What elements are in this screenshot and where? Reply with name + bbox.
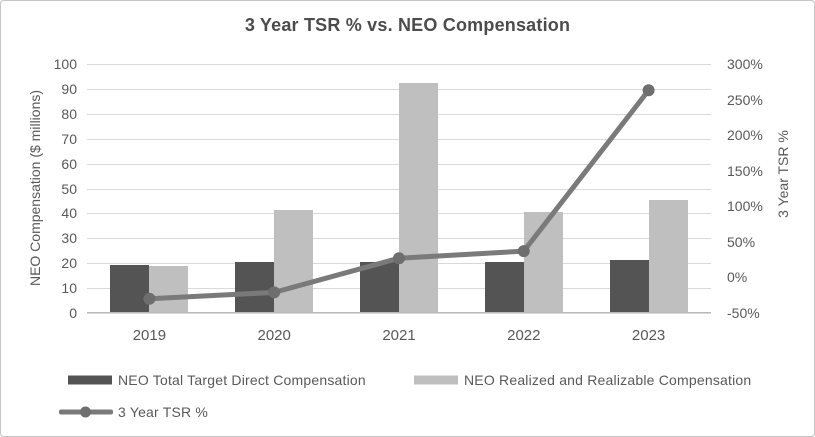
right-axis-tick: 300%: [727, 56, 763, 72]
left-axis-title: NEO Compensation ($ millions): [27, 89, 43, 287]
left-axis-tick: 100: [53, 56, 77, 72]
left-axis-tick: 70: [61, 130, 77, 147]
x-axis-label: 2020: [257, 327, 291, 344]
legend-line-marker-icon: [80, 406, 91, 418]
bar-series1-2022: [484, 262, 524, 312]
x-axis-label: 2021: [382, 327, 416, 344]
bar-series1-2021: [360, 262, 399, 312]
legend-label: NEO Realized and Realizable Compensation: [464, 372, 752, 388]
left-axis-tick: 90: [61, 80, 77, 97]
right-axis-tick: 0%: [727, 269, 748, 286]
bar-series1-2023: [609, 259, 649, 312]
chart-title: 3 Year TSR % vs. NEO Compensation: [244, 15, 571, 35]
bar-series2-2019: [149, 265, 189, 312]
right-axis-tick: 200%: [727, 127, 763, 144]
left-axis-tick: 40: [61, 205, 77, 222]
bar-series2-2023: [648, 199, 688, 312]
bar-series1-2020: [235, 262, 275, 312]
right-axis-tick: -50%: [727, 305, 760, 321]
gridline: [87, 313, 711, 314]
gridline: [87, 64, 711, 65]
bar-series2-2020: [274, 209, 314, 312]
tsr-marker-2022: [517, 245, 530, 258]
right-axis-title: 3 Year TSR %: [775, 130, 791, 218]
tsr-marker-2021: [393, 252, 405, 265]
x-axis-label: 2022: [507, 327, 541, 344]
legend-swatch-dark-bar: [68, 375, 112, 385]
bar-series1-2019: [110, 264, 150, 312]
tsr-line-series: [143, 84, 655, 305]
tsr-marker-2020: [268, 286, 281, 299]
legend-label: 3 Year TSR %: [118, 404, 209, 420]
left-axis-tick: 0: [69, 305, 77, 321]
legend-label: NEO Total Target Direct Compensation: [118, 372, 366, 388]
left-axis-tick: 30: [61, 230, 77, 247]
right-axis-tick: 250%: [727, 91, 763, 108]
tsr-line: [146, 87, 652, 302]
right-axis-tick: 100%: [727, 198, 763, 215]
legend-swatch-light-bar: [414, 375, 458, 385]
left-axis-tick: 80: [61, 105, 77, 122]
left-axis-tick: 50: [61, 180, 77, 197]
x-axis-line: [87, 312, 711, 313]
left-axis-tick: 20: [61, 255, 77, 272]
x-axis-label: 2023: [631, 327, 666, 344]
tsr-marker-2019: [143, 292, 156, 305]
left-axis-tick: 10: [61, 280, 77, 297]
right-axis-tick: 50%: [727, 233, 756, 250]
left-axis-tick: 60: [61, 155, 77, 172]
x-axis-label: 2019: [132, 327, 167, 344]
right-axis-tick: 150%: [727, 162, 763, 179]
plot-area: [87, 64, 711, 314]
tsr-marker-2023: [642, 84, 655, 97]
bar-series2-2021: [399, 82, 438, 312]
